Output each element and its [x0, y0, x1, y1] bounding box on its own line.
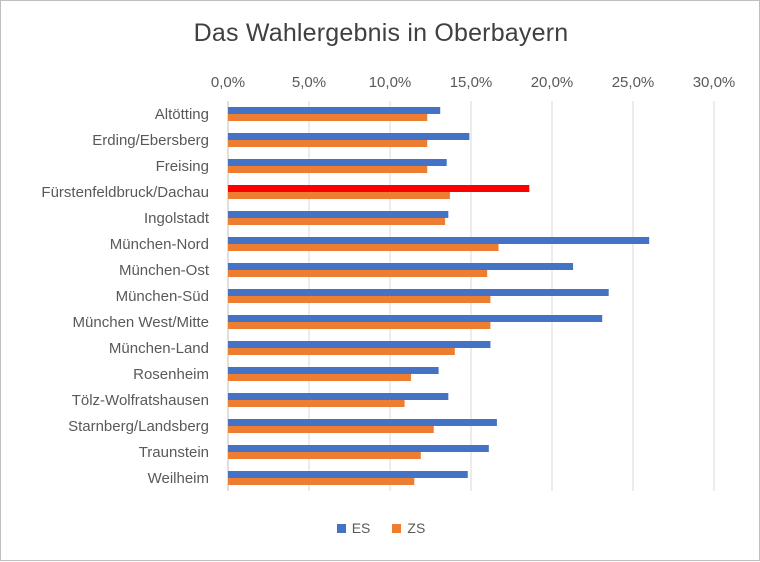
x-tick-label: 0,0% — [211, 74, 245, 91]
category-label: Ingolstadt — [144, 210, 210, 227]
bar-es — [228, 445, 489, 452]
bar-es — [228, 367, 439, 374]
x-tick-label: 5,0% — [292, 74, 326, 91]
category-label: Freising — [156, 158, 209, 175]
category-label: Weilheim — [148, 470, 209, 487]
bar-es — [228, 289, 609, 296]
category-label: Altötting — [155, 106, 209, 123]
legend: ES ZS — [1, 520, 760, 536]
bar-es — [228, 471, 468, 478]
category-label: München-Land — [109, 340, 209, 357]
bar-zs — [228, 166, 428, 173]
bar-es — [228, 393, 449, 400]
bar-zs — [228, 348, 455, 355]
category-label: München-Süd — [116, 288, 209, 305]
bar-zs — [228, 400, 405, 407]
legend-label-zs: ZS — [407, 520, 426, 536]
bar-es — [228, 107, 441, 114]
legend-label-es: ES — [351, 520, 371, 536]
category-label: Erding/Ebersberg — [92, 132, 209, 149]
bar-es — [228, 419, 497, 426]
legend-swatch-es — [336, 523, 346, 533]
bar-es — [228, 315, 603, 322]
x-tick-label: 30,0% — [693, 74, 736, 91]
bar-es — [228, 237, 650, 244]
x-tick-label: 25,0% — [612, 74, 655, 91]
bar-es — [228, 185, 530, 192]
bar-zs — [228, 270, 488, 277]
bar-es — [228, 341, 491, 348]
category-label: Fürstenfeldbruck/Dachau — [41, 184, 209, 201]
x-tick-label: 15,0% — [450, 74, 493, 91]
bar-zs — [228, 296, 491, 303]
bar-es — [228, 133, 470, 140]
bar-zs — [228, 452, 421, 459]
legend-item-zs: ZS — [392, 520, 425, 536]
chart-title: Das Wahlergebnis in Oberbayern — [193, 19, 569, 47]
legend-swatch-zs — [392, 523, 402, 533]
bar-es — [228, 159, 447, 166]
category-label: Starnberg/Landsberg — [68, 418, 209, 435]
bar-zs — [228, 374, 412, 381]
category-label: Tölz-Wolfratshausen — [72, 392, 209, 409]
bar-zs — [228, 218, 446, 225]
bar-zs — [228, 192, 450, 199]
category-label: Traunstein — [139, 444, 209, 461]
category-label: München-Nord — [110, 236, 209, 253]
bar-zs — [228, 322, 491, 329]
bar-es — [228, 211, 449, 218]
category-label: Rosenheim — [133, 366, 209, 383]
category-label: München-Ost — [119, 262, 210, 279]
bar-zs — [228, 114, 428, 121]
bar-zs — [228, 244, 499, 251]
bar-zs — [228, 140, 428, 147]
x-tick-label: 20,0% — [531, 74, 574, 91]
x-tick-label: 10,0% — [369, 74, 412, 91]
bar-zs — [228, 426, 434, 433]
legend-item-es: ES — [336, 520, 371, 536]
bar-es — [228, 263, 574, 270]
category-label: München West/Mitte — [73, 314, 209, 331]
bar-zs — [228, 478, 415, 485]
